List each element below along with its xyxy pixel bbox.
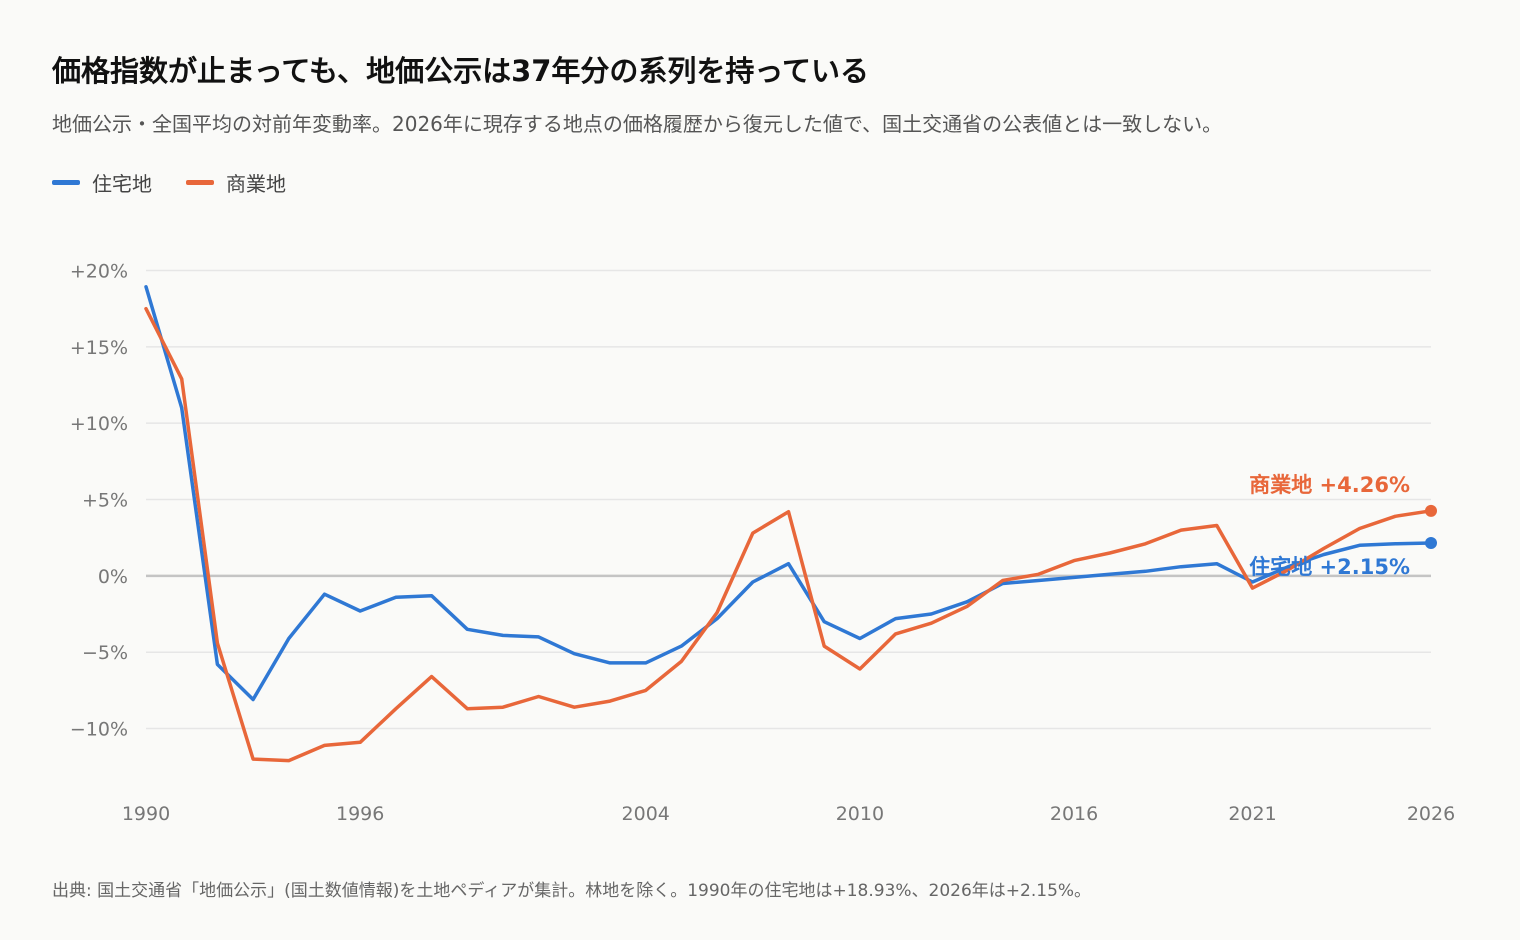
y-tick-label: +15% [70, 337, 128, 359]
legend-swatch-commercial [186, 180, 214, 185]
x-tick-label: 2026 [1407, 803, 1455, 825]
legend-swatch-residential [52, 180, 80, 185]
legend: 住宅地 商業地 [52, 168, 320, 197]
end-labels: 住宅地 +2.15% 商業地 +4.26% [1249, 473, 1437, 579]
y-tick-label: +20% [70, 261, 128, 283]
line-chart: +20% +15% +10% +5% 0% −5% −10% 1990 1996 2004 201… [70, 261, 1455, 826]
x-tick-label: 2004 [622, 803, 670, 825]
series-lines [144, 285, 1433, 763]
series-line-commercial [144, 306, 1433, 763]
end-point-residential [1425, 537, 1437, 550]
x-tick-label: 2016 [1050, 803, 1098, 825]
end-label-residential: 住宅地 +2.15% [1249, 555, 1410, 579]
y-tick-label: +10% [70, 413, 128, 435]
x-axis-ticks: 1990 1996 2004 2010 2016 2021 2026 [122, 803, 1455, 825]
source-note: 出典: 国土交通省「地価公示」(国土数値情報)を土地ペディアが集計。林地を除く。… [52, 881, 1092, 901]
x-tick-label: 1990 [122, 803, 170, 825]
series-line-residential [144, 285, 1433, 702]
chart-title: 価格指数が止まっても、地価公示は37年分の系列を持っている [52, 54, 869, 88]
x-tick-label: 1996 [336, 803, 384, 825]
legend-label-residential: 住宅地 [92, 172, 152, 196]
y-axis-ticks: +20% +15% +10% +5% 0% −5% −10% [70, 261, 128, 741]
y-tick-label: −10% [70, 719, 128, 741]
x-tick-label: 2010 [836, 803, 884, 825]
end-point-commercial [1425, 504, 1437, 517]
y-tick-label: +5% [82, 490, 128, 512]
end-label-commercial: 商業地 +4.26% [1249, 473, 1410, 497]
legend-item-commercial: 商業地 [186, 168, 286, 197]
legend-label-commercial: 商業地 [226, 172, 286, 196]
y-tick-label: −5% [82, 642, 128, 664]
legend-item-residential: 住宅地 [52, 168, 152, 197]
chart-subtitle: 地価公示・全国平均の対前年変動率。2026年に現存する地点の価格履歴から復元した… [52, 112, 1223, 136]
y-tick-label: 0% [98, 566, 128, 588]
x-tick-label: 2021 [1228, 803, 1276, 825]
grid-lines [146, 269, 1431, 730]
